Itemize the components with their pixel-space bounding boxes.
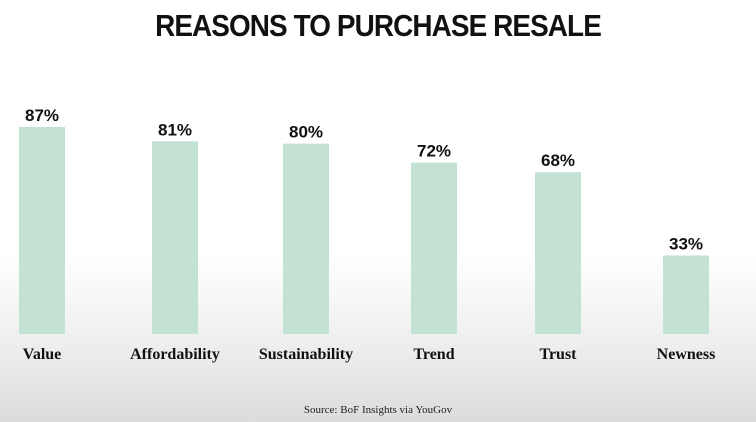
source-note: Source: BoF Insights via YouGov	[303, 404, 453, 416]
chart-title: REASONS TO PURCHASE RESALE	[155, 8, 602, 43]
value-label-trust: 68%	[541, 151, 575, 170]
value-label-value: 87%	[25, 106, 59, 125]
bar-value	[19, 127, 65, 334]
value-label-affordability: 81%	[158, 120, 192, 139]
bar-trust	[535, 172, 581, 334]
bar-trend	[411, 162, 457, 334]
category-label-trust: Trust	[539, 346, 577, 363]
category-label-trend: Trend	[413, 346, 454, 363]
value-label-sustainability: 80%	[289, 123, 323, 142]
bar-affordability	[152, 141, 198, 334]
category-label-value: Value	[23, 346, 62, 363]
category-label-affordability: Affordability	[130, 346, 220, 363]
value-label-newness: 33%	[669, 234, 703, 253]
value-label-trend: 72%	[417, 142, 451, 161]
category-label-sustainability: Sustainability	[259, 346, 353, 363]
category-label-newness: Newness	[657, 346, 716, 363]
bar-newness	[663, 255, 709, 334]
bar-sustainability	[283, 143, 329, 334]
